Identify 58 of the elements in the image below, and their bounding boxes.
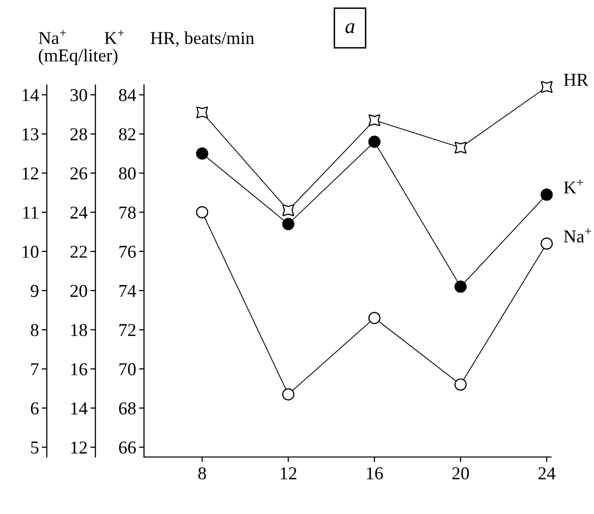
series-label: Na$^{+}$ xyxy=(564,228,592,243)
point xyxy=(540,81,553,93)
y-tick-label: 9 xyxy=(30,284,38,298)
point xyxy=(540,237,553,250)
y2-tick-label: 12 xyxy=(71,442,87,454)
point xyxy=(282,204,294,216)
y-tick-label: 12 xyxy=(22,167,38,180)
y2-tick-label: 20 xyxy=(70,284,88,298)
x-tick-label: 24 xyxy=(538,467,556,480)
y2-tick-label: 22 xyxy=(70,246,87,258)
y-tick-label: 11 xyxy=(23,206,38,219)
y2-tick-label: 30 xyxy=(70,89,88,102)
y3-tick-label: 82 xyxy=(118,128,136,140)
y2-tick-label: 18 xyxy=(71,324,88,336)
y3-tick-label: 80 xyxy=(118,167,136,180)
y2-tick-label: 16 xyxy=(71,363,88,376)
x-tick-label: 12 xyxy=(280,467,296,480)
y3-tick-label: 66 xyxy=(119,442,136,454)
y3-tick-label: 84 xyxy=(118,89,136,102)
point xyxy=(196,206,208,218)
y-tick-label: 10 xyxy=(22,246,38,258)
point xyxy=(454,378,467,391)
y2-tick-label: 26 xyxy=(70,167,88,180)
point xyxy=(454,142,467,154)
y3-tick-label: 78 xyxy=(119,206,136,219)
point xyxy=(282,388,294,400)
y3-tick-label: 76 xyxy=(119,246,136,258)
series-label: HR xyxy=(564,74,588,86)
point xyxy=(454,280,467,293)
text: (mEq/liter) xyxy=(38,48,118,66)
y-tick-label: 6 xyxy=(30,402,39,414)
y2-tick-label: 24 xyxy=(70,206,88,219)
chart-title: a xyxy=(345,23,354,34)
series-label: K$^{+}$ xyxy=(564,179,584,194)
y-axis-title: Na$^{+}$ xyxy=(38,30,66,44)
y3-tick-label: 70 xyxy=(119,363,136,376)
y-tick-label: 14 xyxy=(22,89,39,102)
y2-axis-title: K$^{+}$ xyxy=(104,30,124,44)
point xyxy=(368,136,381,148)
point xyxy=(196,106,208,118)
y3-axis-title: HR, beats/min xyxy=(150,31,254,47)
x-tick-label: 8 xyxy=(198,467,206,480)
y-tick-label: 13 xyxy=(22,128,38,140)
y-tick-label: 5 xyxy=(31,442,38,454)
point xyxy=(368,114,380,126)
y2-tick-label: 14 xyxy=(71,402,88,414)
y3-tick-label: 68 xyxy=(119,402,136,414)
point xyxy=(282,218,294,230)
point xyxy=(196,147,208,160)
y2-tick-label: 28 xyxy=(70,128,88,140)
x-tick-label: 20 xyxy=(452,467,469,480)
point xyxy=(540,188,553,201)
y-tick-label: 7 xyxy=(31,363,39,376)
y-tick-label: 8 xyxy=(30,324,38,336)
y3-tick-label: 74 xyxy=(119,284,136,297)
point xyxy=(368,312,381,324)
y3-tick-label: 72 xyxy=(119,324,136,336)
x-tick-label: 16 xyxy=(366,467,383,480)
